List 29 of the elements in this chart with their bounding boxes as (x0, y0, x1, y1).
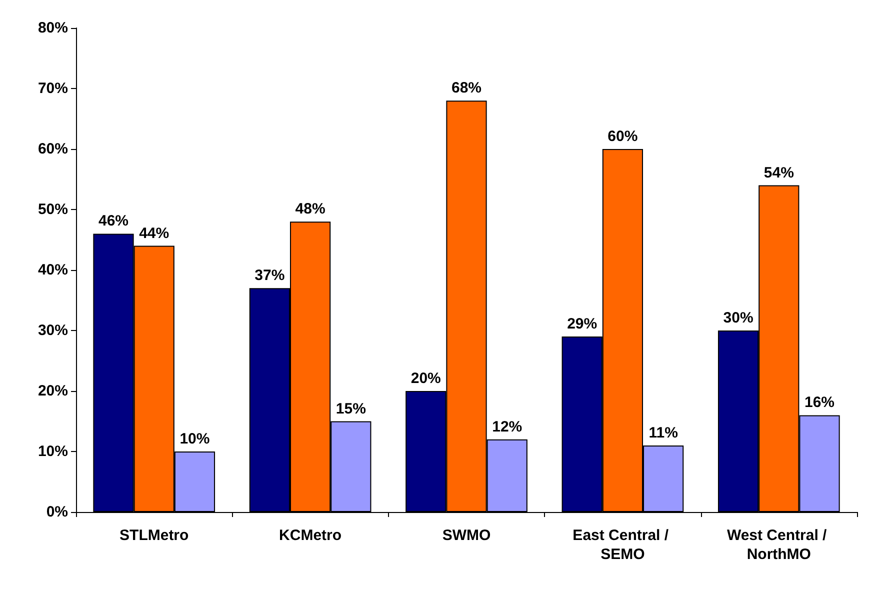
data-label: 12% (492, 418, 522, 436)
data-label: 15% (336, 400, 366, 418)
data-label: 68% (451, 80, 482, 97)
data-label: 29% (567, 316, 598, 333)
y-tick-label: 10% (38, 443, 68, 460)
y-tick-label: 30% (38, 322, 68, 339)
data-label: 37% (254, 267, 285, 284)
y-tick-label: 80% (38, 20, 68, 36)
y-tick-label: 70% (38, 80, 68, 97)
y-tick-label: 40% (38, 262, 68, 278)
y-tick-label: 0% (46, 504, 68, 520)
y-tick-label: 50% (38, 201, 68, 218)
data-label: 30% (723, 310, 754, 326)
x-tick-label: STLMetro (120, 527, 189, 544)
x-tick-label: West Central / NorthMO (726, 527, 831, 563)
data-label: 16% (804, 394, 835, 412)
data-label: 20% (410, 370, 441, 387)
x-tick-label: East Central / SEMO (572, 527, 673, 563)
x-tick-label: SWMO (442, 527, 491, 544)
data-label: 60% (608, 128, 638, 145)
data-label: 54% (764, 164, 794, 182)
data-label: 44% (139, 224, 170, 242)
data-label: 48% (295, 200, 326, 218)
x-tick-label: KCMetro (279, 527, 342, 544)
y-tick-label: 20% (38, 382, 68, 400)
data-label: 10% (180, 430, 210, 448)
data-label: 11% (648, 424, 678, 442)
data-label: 46% (98, 212, 129, 230)
y-tick-label: 60% (38, 140, 68, 158)
